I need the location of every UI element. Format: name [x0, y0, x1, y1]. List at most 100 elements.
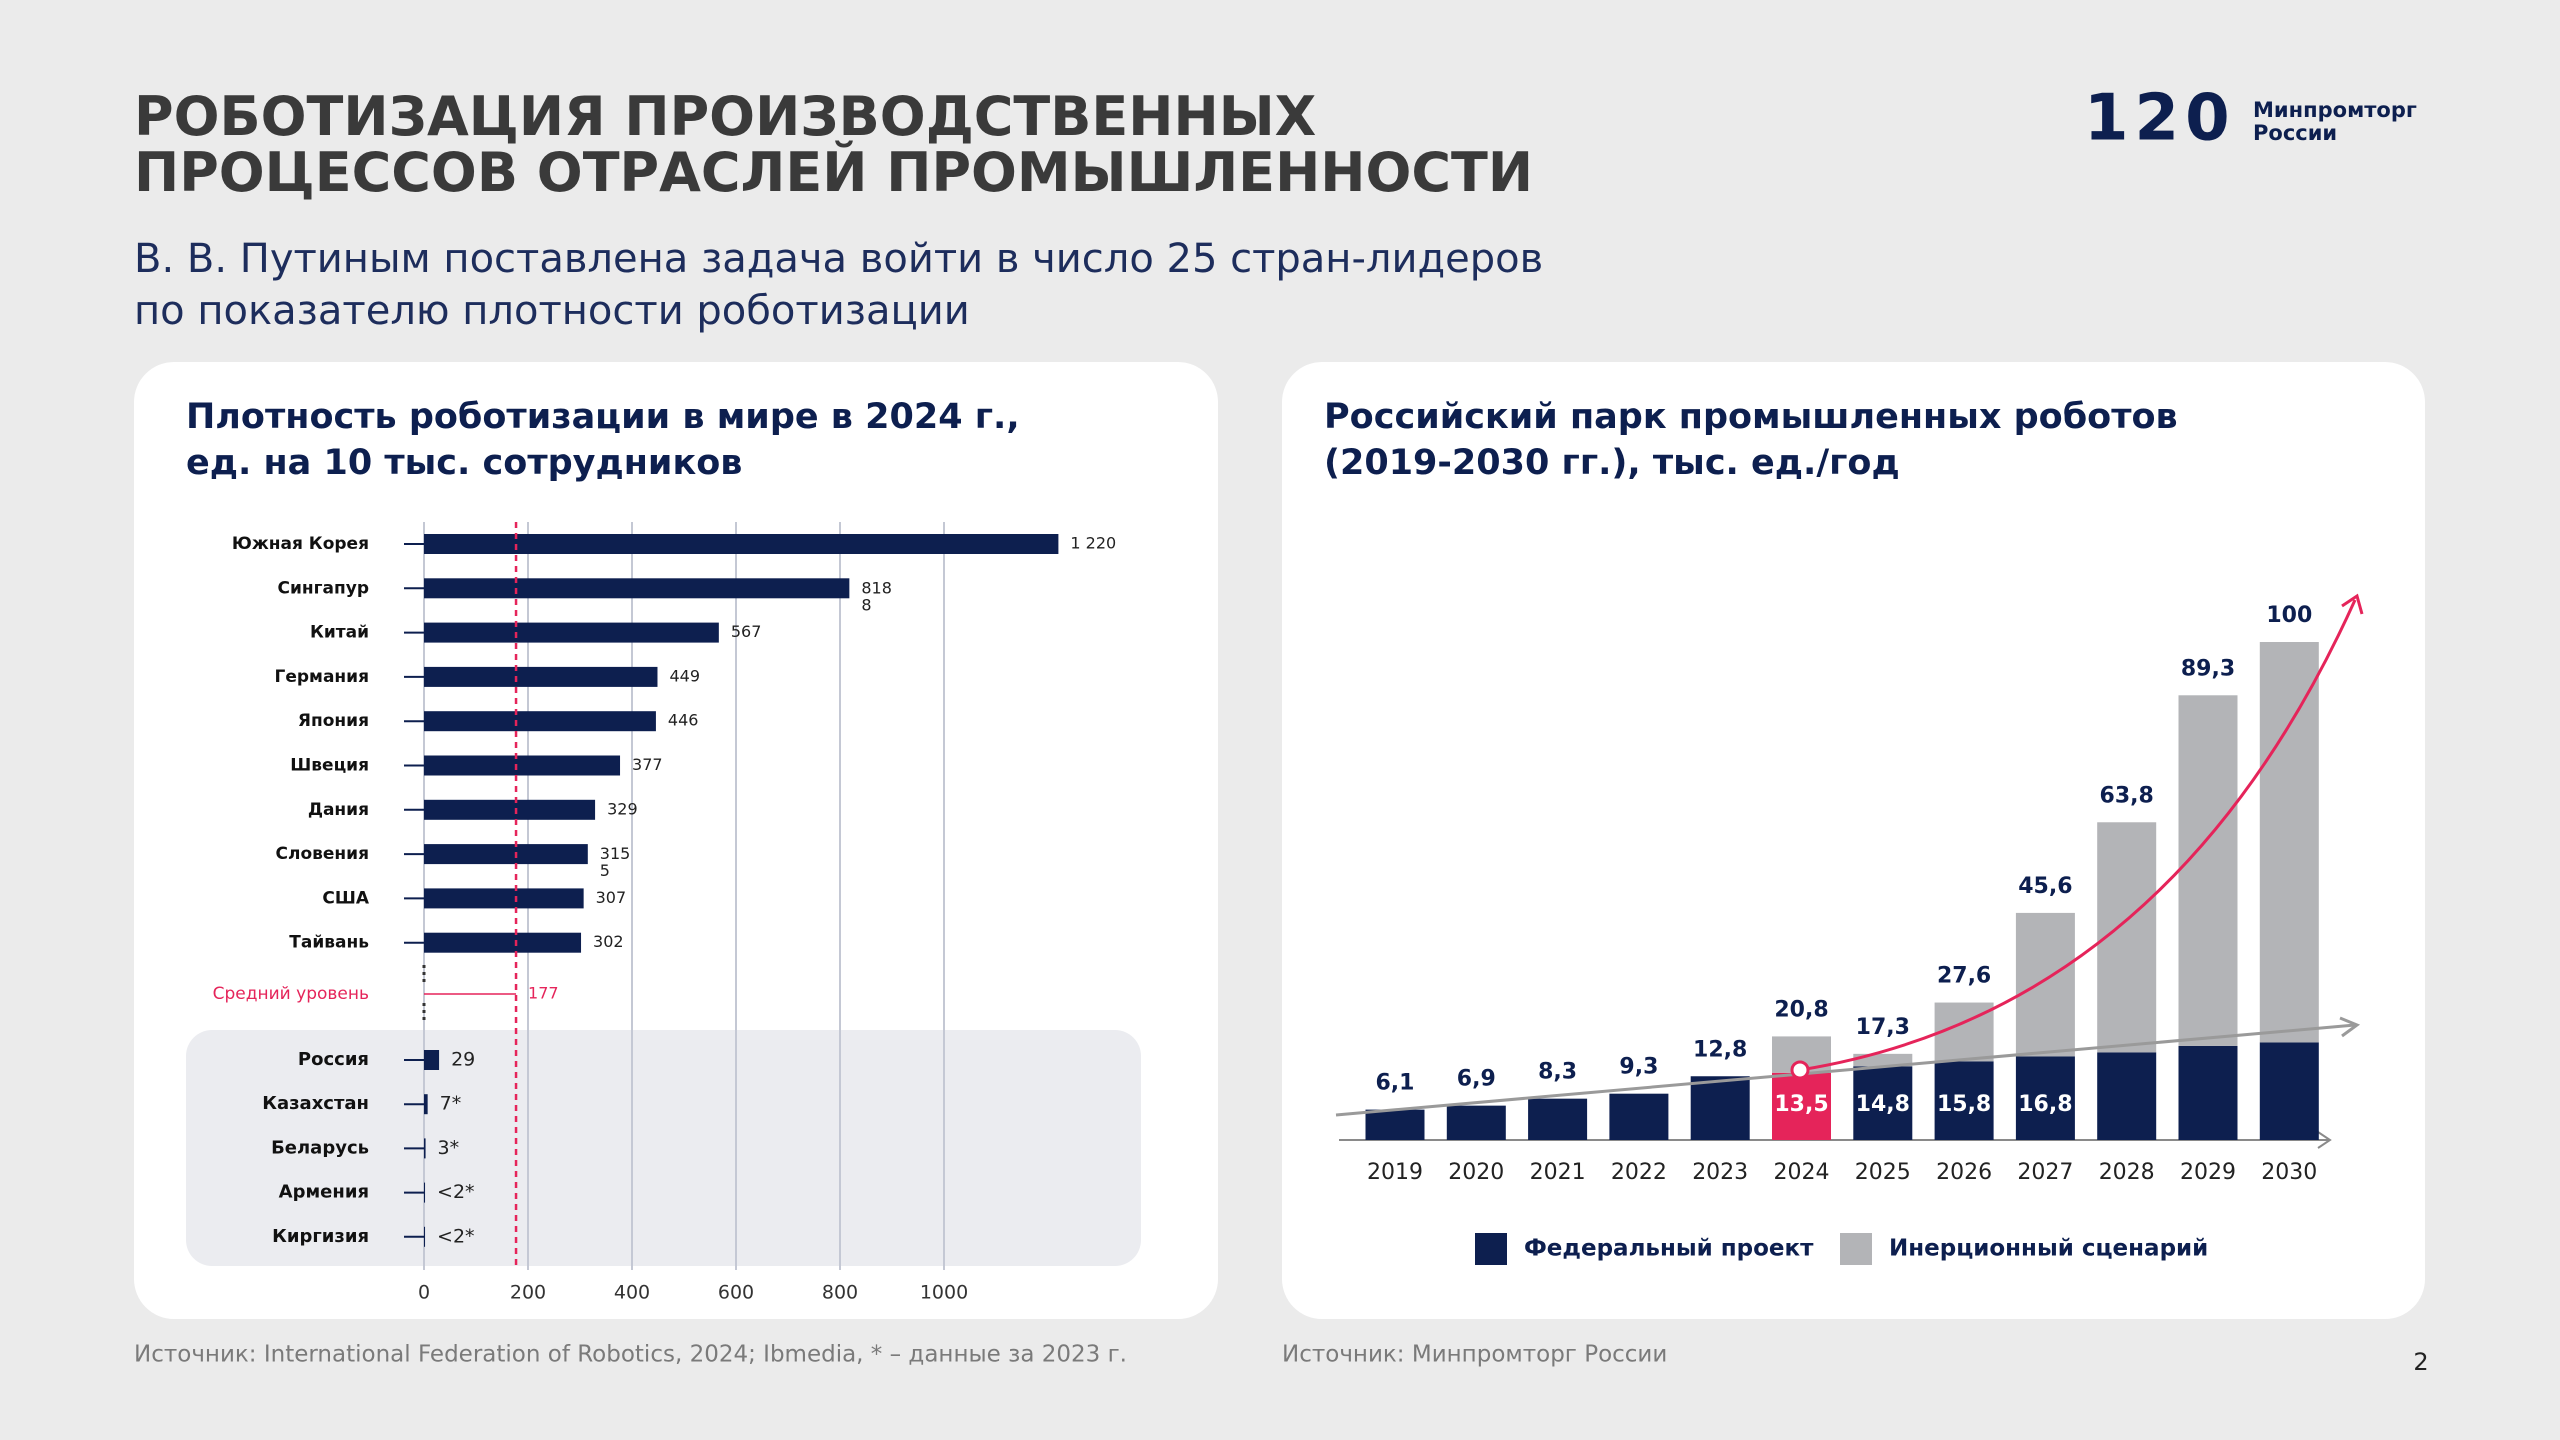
bar-segment	[2259, 1042, 2319, 1140]
bar	[424, 1226, 426, 1247]
x-tick-label: 0	[418, 1282, 430, 1304]
trend-arrowhead	[2339, 1016, 2361, 1038]
x-axis-arrowhead	[2317, 1131, 2332, 1149]
total-label: 8,3	[1538, 1060, 1577, 1085]
category-label: Тайвань	[289, 933, 369, 953]
value-label: 315 5	[600, 844, 631, 880]
bar-segment	[2178, 1045, 2238, 1140]
bar-segment	[1772, 1072, 1831, 1140]
total-label: 63,8	[2100, 783, 2154, 808]
x-tick-label: 2029	[2180, 1160, 2236, 1185]
bar	[424, 844, 588, 865]
value-label: 7*	[440, 1093, 462, 1115]
bar-segment	[1853, 1066, 1913, 1140]
bar	[424, 932, 582, 953]
bar-segment	[1528, 1098, 1588, 1140]
x-tick-label: 400	[614, 1282, 650, 1304]
value-label: 377	[632, 755, 663, 774]
bar	[424, 578, 850, 599]
bar-segment	[1609, 1093, 1669, 1140]
page-number: 2	[2413, 1348, 2428, 1376]
x-tick-label: 200	[510, 1282, 546, 1304]
chart-title: Российский парк промышленных роботов (201…	[1324, 397, 2178, 483]
value-label: 29	[451, 1049, 475, 1071]
trend-line	[1335, 1023, 2356, 1117]
value-label: <2*	[437, 1225, 475, 1247]
source: Источник: International Federation of Ro…	[134, 1342, 1127, 1368]
total-label: 6,9	[1457, 1067, 1496, 1092]
value-label: <2*	[437, 1181, 475, 1203]
total-label: 20,8	[1774, 997, 1828, 1022]
value-label: 1 220	[1070, 534, 1116, 553]
total-label: 9,3	[1619, 1055, 1658, 1080]
value-label: 567	[731, 622, 762, 641]
growth-curve	[1799, 599, 2357, 1072]
x-tick-label: 2019	[1367, 1160, 1423, 1185]
chart-title: Плотность роботизации в мире в 2024 г., е…	[186, 397, 1020, 483]
x-tick-label: 2023	[1692, 1160, 1748, 1185]
total-label: 100	[2266, 603, 2312, 628]
x-tick-label: 1000	[920, 1282, 968, 1304]
logo-number: 120	[2084, 82, 2236, 156]
bar	[424, 888, 584, 909]
bar-segment	[1365, 1109, 1425, 1140]
bar-segment	[2178, 695, 2238, 1046]
category-label: Россия	[298, 1049, 369, 1070]
bar	[424, 666, 658, 687]
value-label: 3*	[438, 1137, 460, 1159]
bar	[424, 755, 621, 776]
labels: РОБОТИЗАЦИЯ ПРОИЗВОДСТВЕННЫХ ПРОЦЕССОВ ОТ…	[134, 82, 2429, 1376]
legend-label: Инерционный сценарий	[1889, 1236, 2208, 1262]
category-label: Армения	[279, 1182, 369, 1203]
page-title: РОБОТИЗАЦИЯ ПРОИЗВОДСТВЕННЫХ ПРОЦЕССОВ ОТ…	[134, 85, 1533, 204]
x-tick-label: 2027	[2017, 1160, 2073, 1185]
segment-label: 14,8	[1856, 1092, 1910, 1117]
bar	[424, 799, 596, 820]
legend-label: Федеральный проект	[1524, 1236, 1814, 1262]
x-tick-label: 2025	[1855, 1160, 1911, 1185]
bar	[424, 1182, 426, 1203]
category-label: Киргизия	[272, 1226, 369, 1247]
source: Источник: Минпромторг России	[1282, 1342, 1667, 1368]
category-label: Германия	[275, 667, 369, 687]
total-label: 6,1	[1376, 1071, 1415, 1096]
category-label: Казахстан	[262, 1093, 369, 1114]
x-tick-label: 800	[822, 1282, 858, 1304]
x-tick-label: 2024	[1774, 1160, 1830, 1185]
bar	[424, 534, 1059, 554]
legend-swatch	[1840, 1233, 1872, 1265]
x-tick-label: 2026	[1936, 1160, 1992, 1185]
x-tick-label: 2028	[2099, 1160, 2155, 1185]
category-label: Беларусь	[271, 1137, 369, 1158]
bar-segment	[2259, 642, 2319, 1043]
category-label: Словения	[276, 844, 369, 864]
category-label: Япония	[298, 711, 369, 731]
value-label: 818 8	[861, 578, 892, 614]
average-value: 177	[528, 984, 559, 1003]
total-label: 89,3	[2181, 656, 2235, 681]
bar-segment	[2015, 912, 2075, 1057]
total-label: 17,3	[1856, 1015, 1910, 1040]
bar	[424, 1138, 426, 1159]
category-label: Сингапур	[278, 578, 369, 598]
bar-segment	[2015, 1056, 2075, 1140]
value-label: 302	[593, 932, 624, 951]
bar	[424, 622, 719, 643]
x-tick-label: 2021	[1530, 1160, 1586, 1185]
category-label: Дания	[308, 800, 369, 820]
bar	[424, 1094, 428, 1115]
category-label: Китай	[310, 623, 369, 643]
total-label: 12,8	[1693, 1037, 1747, 1062]
bar-segment	[1446, 1105, 1506, 1140]
growth-arrowhead	[2341, 593, 2364, 615]
bar-segment	[1934, 1061, 1994, 1140]
page-subtitle: В. В. Путиным поставлена задача войти в …	[134, 236, 1543, 334]
legend-swatch	[1475, 1233, 1507, 1265]
growth-start	[1790, 1060, 1810, 1080]
category-label: США	[322, 888, 369, 908]
value-label: 446	[668, 711, 699, 730]
chart-right	[1365, 642, 2319, 1140]
x-tick-label: 600	[718, 1282, 754, 1304]
